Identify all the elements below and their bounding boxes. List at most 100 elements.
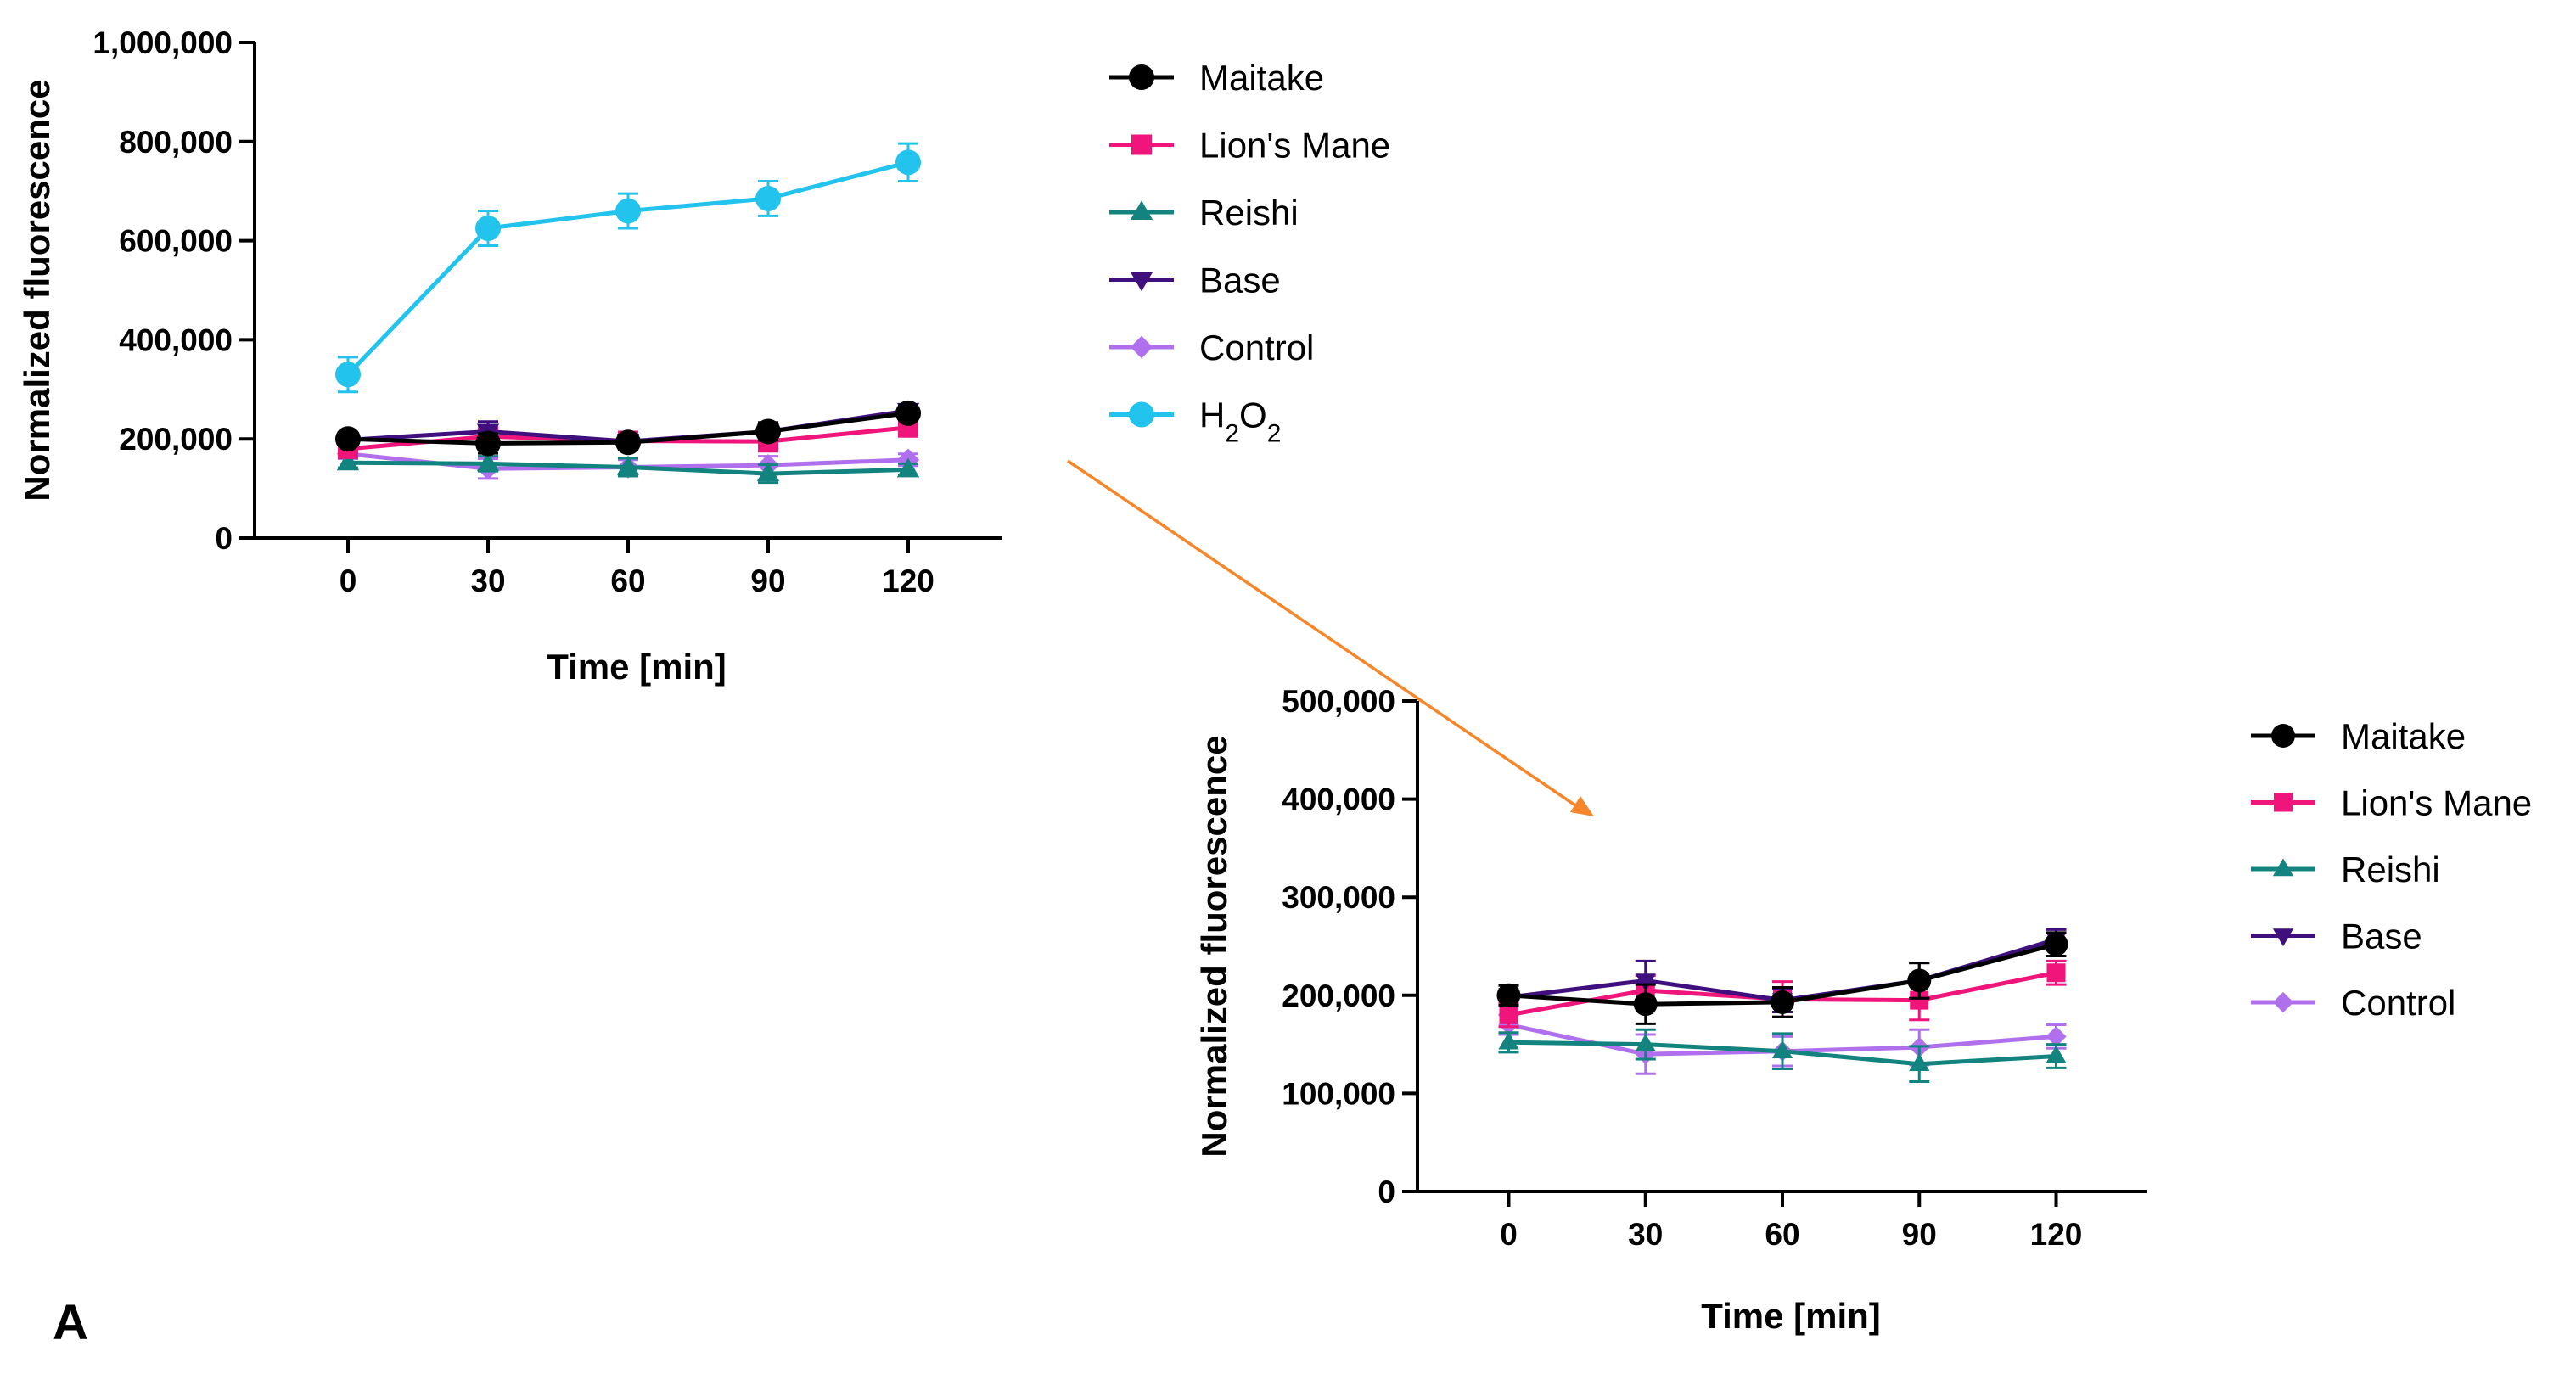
legend-marker [2271, 724, 2295, 748]
legend-marker [1129, 64, 1154, 90]
legend-label: Lion's Mane [1199, 126, 1390, 165]
legend-marker [1129, 401, 1154, 428]
legend-item-base: Base [2251, 917, 2422, 956]
y-tick-label: 100,000 [1282, 1076, 1395, 1111]
y-tick-label: 1,000,000 [93, 25, 233, 60]
data-point-maitake [1907, 968, 1932, 993]
legend-item-base: Base [1109, 261, 1281, 300]
legend-item-control: Control [2251, 983, 2455, 1023]
legend-marker [1130, 200, 1153, 220]
legend: Maitake Lion's Mane Reishi Base Control [2251, 716, 2532, 1023]
legend-marker [1130, 272, 1153, 292]
legend-item-maitake: Maitake [1109, 58, 1324, 98]
x-tick-label: 0 [1500, 1217, 1518, 1252]
data-point-maitake [1771, 990, 1794, 1014]
data-point-reishi [756, 462, 780, 482]
data-point-control [2046, 1026, 2067, 1047]
series-reishi [1498, 1028, 2067, 1084]
data-point-h2o2 [615, 198, 641, 224]
series-h2o2 [335, 142, 921, 394]
series-maitake [335, 400, 921, 457]
y-axis-title: Normalized fluorescence [1194, 735, 1234, 1157]
y-tick-label: 0 [215, 521, 233, 556]
y-tick-label: 400,000 [119, 322, 233, 357]
legend-item-lion-s-mane: Lion's Mane [1109, 126, 1390, 165]
chart-main: 0 200,000 400,000 600,000 800,000 1,000,000 0 3… [17, 25, 1390, 687]
x-tick-label: 120 [882, 564, 934, 598]
x-tick-label: 60 [610, 564, 645, 598]
legend-item-reishi: Reishi [1109, 193, 1299, 233]
data-point-reishi [1498, 1031, 1519, 1050]
legend-marker [2272, 858, 2294, 877]
data-point-h2o2 [755, 185, 781, 211]
data-point-maitake [1633, 992, 1658, 1017]
data-point-reishi [336, 451, 360, 471]
legend-item-lion-s-mane: Lion's Mane [2251, 783, 2532, 823]
x-tick-label: 90 [1902, 1217, 1937, 1252]
series-maitake [1496, 931, 2068, 1025]
x-axis-title: Time [min] [547, 647, 727, 687]
data-point-maitake [615, 429, 641, 456]
data-point-lion-s-mane [1910, 990, 1929, 1010]
legend-label: Maitake [1199, 58, 1324, 98]
legend-label: Lion's Mane [2341, 783, 2532, 823]
data-point-h2o2 [335, 362, 361, 388]
y-tick-label: 200,000 [1282, 978, 1395, 1013]
legend-label: Control [1199, 328, 1314, 367]
chart-zoom: 0 100,000 200,000 300,000 400,000 500,000 0 30 6… [1194, 684, 2532, 1336]
legend-item-control: Control [1109, 328, 1314, 367]
data-point-maitake [755, 418, 781, 445]
data-point-maitake [895, 400, 921, 426]
data-point-reishi [616, 455, 640, 475]
legend: Maitake Lion's Mane Reishi Base Control H2O2 [1109, 58, 1390, 447]
y-axis-title: Normalized fluorescence [17, 79, 57, 501]
x-tick-label: 30 [1628, 1217, 1663, 1252]
legend-marker [1130, 335, 1153, 359]
data-point-reishi [2046, 1045, 2067, 1063]
legend-item-reishi: Reishi [2251, 850, 2440, 889]
data-point-reishi [476, 451, 500, 472]
data-point-reishi [1771, 1040, 1793, 1058]
data-point-reishi [896, 457, 920, 478]
y-tick-label: 0 [1378, 1175, 1395, 1209]
x-axis-title: Time [min] [1701, 1296, 1881, 1336]
legend-marker [2272, 991, 2294, 1013]
legend-label: Base [2341, 917, 2422, 956]
x-tick-label: 120 [2030, 1217, 2083, 1252]
y-tick-label: 300,000 [1282, 880, 1395, 915]
panel-label: A [53, 1295, 88, 1350]
legend-marker [2272, 928, 2294, 947]
legend-item-h2o2: H2O2 [1109, 395, 1281, 448]
y-tick-label: 500,000 [1282, 684, 1395, 719]
data-point-maitake [335, 426, 361, 452]
y-tick-label: 800,000 [119, 125, 233, 160]
x-tick-label: 0 [340, 564, 357, 598]
x-tick-label: 90 [750, 564, 785, 598]
y-tick-label: 200,000 [119, 422, 233, 457]
data-point-h2o2 [475, 216, 501, 241]
y-tick-label: 600,000 [119, 224, 233, 259]
legend-label: Maitake [2341, 716, 2466, 756]
legend-label: Control [2341, 983, 2455, 1023]
data-point-h2o2 [895, 149, 921, 176]
legend-label: Reishi [1199, 193, 1299, 233]
data-point-reishi [1909, 1053, 1930, 1071]
legend-label: Base [1199, 261, 1281, 300]
arrow-head [1570, 796, 1594, 816]
arrow-shaft [1067, 459, 1581, 810]
legend-marker [1131, 134, 1152, 155]
legend-label: H2O2 [1199, 395, 1281, 448]
data-point-base [1635, 973, 1656, 992]
x-tick-label: 60 [1765, 1217, 1799, 1252]
y-tick-label: 400,000 [1282, 782, 1395, 817]
data-point-lion-s-mane [1499, 1005, 1518, 1024]
legend-label: Reishi [2341, 850, 2440, 889]
data-point-maitake [2044, 932, 2068, 956]
legend-marker [2274, 793, 2293, 812]
x-tick-label: 30 [470, 564, 505, 598]
legend-item-maitake: Maitake [2251, 716, 2466, 756]
data-point-maitake [1496, 983, 1521, 1007]
data-point-reishi [1635, 1033, 1656, 1051]
zoom-arrow [1067, 459, 1594, 816]
